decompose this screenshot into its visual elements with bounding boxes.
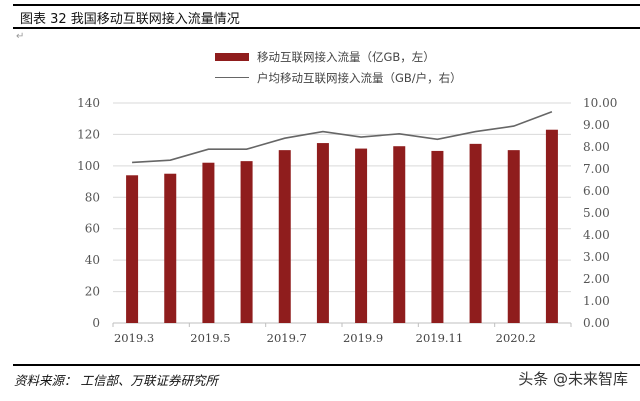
watermark: 头条 @未来智库 bbox=[518, 370, 628, 388]
bar bbox=[469, 143, 482, 323]
y-right-tick-label: 8.00 bbox=[583, 140, 610, 154]
bar bbox=[316, 143, 329, 323]
y-axis-right: 0.00 1.00 2.00 3.00 4.00 5.00 6.00 7.00 8.00 9.00… bbox=[583, 96, 617, 330]
legend-bar-label: 移动互联网接入流量（亿GB，左） bbox=[257, 49, 435, 64]
title-top-rule bbox=[13, 4, 640, 6]
gridlines bbox=[113, 102, 571, 324]
y-right-tick-label: 9.00 bbox=[583, 118, 610, 132]
legend-bar-swatch-icon bbox=[215, 52, 249, 61]
y-right-tick-label: 5.00 bbox=[583, 206, 610, 220]
bar bbox=[393, 146, 406, 323]
source-note: 资料来源： 工信部、万联证券研究所 bbox=[14, 373, 218, 388]
footer-rule bbox=[13, 364, 640, 366]
chart-title: 图表 32 我国移动互联网接入流量情况 bbox=[20, 12, 240, 27]
y-left-tick-label: 60 bbox=[85, 222, 100, 236]
legend-item-line: 户均移动互联网接入流量（GB/户，右） bbox=[215, 67, 462, 88]
x-axis: 2019.3 2019.5 2019.7 2019.9 2019.11 2020.2 bbox=[112, 323, 572, 345]
bar bbox=[240, 161, 253, 323]
bar-series bbox=[126, 129, 558, 323]
bar bbox=[164, 173, 177, 323]
y-left-tick-label: 120 bbox=[77, 127, 100, 141]
legend-item-bar: 移动互联网接入流量（亿GB，左） bbox=[215, 46, 462, 67]
y-left-tick-label: 140 bbox=[77, 96, 100, 110]
legend-line-label: 户均移动互联网接入流量（GB/户，右） bbox=[257, 70, 462, 85]
legend: 移动互联网接入流量（亿GB，左） 户均移动互联网接入流量（GB/户，右） bbox=[215, 46, 462, 88]
bar bbox=[431, 150, 444, 323]
y-right-tick-label: 2.00 bbox=[583, 272, 610, 286]
legend-line-swatch-icon bbox=[215, 76, 249, 79]
line-series bbox=[132, 111, 553, 164]
y-right-tick-label: 3.00 bbox=[583, 250, 610, 264]
y-right-tick-label: 0.00 bbox=[583, 316, 610, 330]
title-bottom-rule bbox=[13, 27, 640, 29]
bar bbox=[202, 162, 215, 323]
y-left-tick-label: 100 bbox=[77, 159, 100, 173]
y-right-tick-label: 7.00 bbox=[583, 162, 610, 176]
bar bbox=[126, 175, 139, 323]
x-tick-label: 2019.3 bbox=[114, 331, 154, 345]
x-tick-label: 2019.5 bbox=[190, 331, 230, 345]
y-left-tick-label: 80 bbox=[85, 190, 100, 204]
y-left-tick-label: 20 bbox=[85, 285, 100, 299]
x-tick-label: 2019.11 bbox=[416, 331, 464, 345]
bar bbox=[355, 148, 368, 323]
x-tick-label: 2019.9 bbox=[343, 331, 383, 345]
bar bbox=[278, 150, 291, 323]
y-axis-left: 0 20 40 60 80 100 120 140 bbox=[77, 96, 100, 330]
y-right-tick-label: 1.00 bbox=[583, 294, 610, 308]
line-path bbox=[132, 111, 553, 164]
x-tick-label: 2019.7 bbox=[267, 331, 307, 345]
bar bbox=[545, 129, 558, 323]
bar bbox=[507, 150, 520, 323]
y-right-tick-label: 6.00 bbox=[583, 184, 610, 198]
y-right-tick-label: 4.00 bbox=[583, 228, 610, 242]
y-left-tick-label: 40 bbox=[85, 253, 100, 267]
x-tick-label: 2020.2 bbox=[496, 331, 536, 345]
y-right-tick-label: 10.00 bbox=[583, 96, 617, 110]
return-mark-icon: ↵ bbox=[16, 31, 25, 42]
y-left-tick-label: 0 bbox=[92, 316, 100, 330]
